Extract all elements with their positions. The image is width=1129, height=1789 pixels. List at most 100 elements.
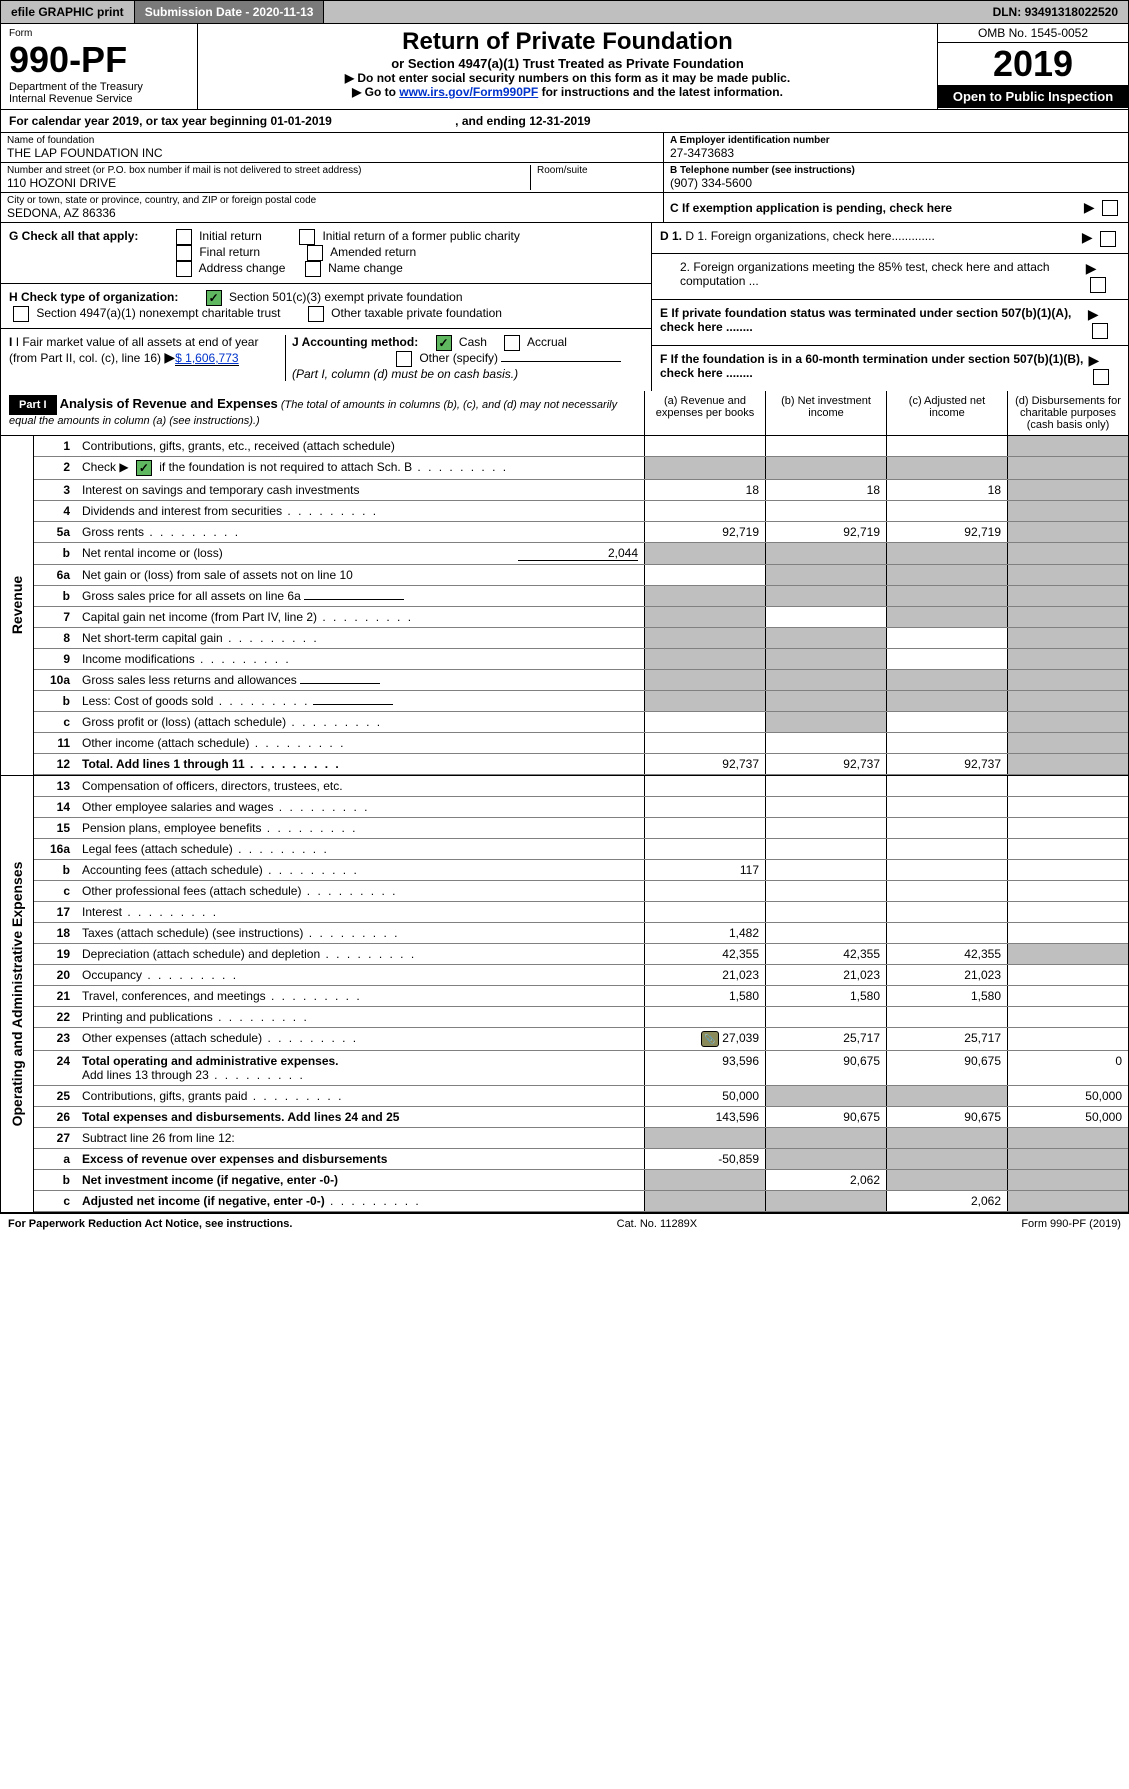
- table-row: 25Contributions, gifts, grants paid50,00…: [34, 1085, 1128, 1106]
- street-address: 110 HOZONI DRIVE: [7, 176, 530, 190]
- irs-link[interactable]: www.irs.gov/Form990PF: [399, 85, 538, 99]
- col-b: (b) Net investment income: [765, 391, 886, 435]
- table-row: 12Total. Add lines 1 through 1192,73792,…: [34, 753, 1128, 774]
- g-final-return[interactable]: [176, 245, 192, 261]
- table-row: 23Other expenses (attach schedule)📎 27,0…: [34, 1027, 1128, 1050]
- top-bar: efile GRAPHIC print Submission Date - 20…: [0, 0, 1129, 24]
- form-number: 990-PF: [9, 39, 189, 81]
- j-other[interactable]: [396, 351, 412, 367]
- table-row: 21Travel, conferences, and meetings1,580…: [34, 985, 1128, 1006]
- instr-2: ▶ Go to www.irs.gov/Form990PF for instru…: [206, 85, 929, 99]
- efile-print-button[interactable]: efile GRAPHIC print: [1, 1, 135, 23]
- g-row: G Check all that apply: Initial return I…: [1, 223, 651, 284]
- table-row: 9Income modifications: [34, 648, 1128, 669]
- form-header: Form 990-PF Department of the Treasury I…: [0, 24, 1129, 110]
- g-initial-return[interactable]: [176, 229, 192, 245]
- table-row: 26Total expenses and disbursements. Add …: [34, 1106, 1128, 1127]
- table-row: 15Pension plans, employee benefits: [34, 817, 1128, 838]
- table-row: 18Taxes (attach schedule) (see instructi…: [34, 922, 1128, 943]
- j-note: (Part I, column (d) must be on cash basi…: [292, 367, 518, 381]
- table-row: 3Interest on savings and temporary cash …: [34, 479, 1128, 500]
- table-row: 10aGross sales less returns and allowanc…: [34, 669, 1128, 690]
- part1-tag: Part I: [9, 395, 57, 415]
- f-checkbox[interactable]: [1093, 369, 1109, 385]
- table-row: 4Dividends and interest from securities: [34, 500, 1128, 521]
- j-accrual[interactable]: [504, 335, 520, 351]
- phone-label: B Telephone number (see instructions): [670, 165, 1122, 176]
- cat-no: Cat. No. 11289X: [617, 1218, 698, 1230]
- g-address-change[interactable]: [176, 261, 192, 277]
- h-row: H Check type of organization: Section 50…: [1, 284, 651, 329]
- col-a: (a) Revenue and expenses per books: [644, 391, 765, 435]
- ein-value: 27-3473683: [670, 146, 1122, 160]
- table-row: 20Occupancy21,02321,02321,023: [34, 964, 1128, 985]
- table-row: 6aNet gain or (loss) from sale of assets…: [34, 564, 1128, 585]
- table-row: bNet rental income or (loss)2,044: [34, 542, 1128, 564]
- calendar-year-row: For calendar year 2019, or tax year begi…: [0, 110, 1129, 133]
- e-checkbox[interactable]: [1092, 323, 1108, 339]
- h-501c3[interactable]: [206, 290, 222, 306]
- form-title: Return of Private Foundation: [206, 28, 929, 56]
- table-row: cAdjusted net income (if negative, enter…: [34, 1190, 1128, 1211]
- name-label: Name of foundation: [7, 135, 657, 146]
- phone-value: (907) 334-5600: [670, 176, 1122, 190]
- expenses-table: 13Compensation of officers, directors, t…: [34, 776, 1128, 1212]
- open-public: Open to Public Inspection: [938, 85, 1128, 108]
- form-word: Form: [9, 28, 189, 39]
- table-row: 11Other income (attach schedule): [34, 732, 1128, 753]
- g-amended[interactable]: [307, 245, 323, 261]
- table-row: 24Total operating and administrative exp…: [34, 1050, 1128, 1085]
- table-row: 19Depreciation (attach schedule) and dep…: [34, 943, 1128, 964]
- h-other-tax[interactable]: [308, 306, 324, 322]
- revenue-table: 1Contributions, gifts, grants, etc., rec…: [34, 436, 1128, 775]
- g-initial-public[interactable]: [299, 229, 315, 245]
- col-d: (d) Disbursements for charitable purpose…: [1007, 391, 1128, 435]
- table-row: 22Printing and publications: [34, 1006, 1128, 1027]
- table-row: 14Other employee salaries and wages: [34, 796, 1128, 817]
- h-4947[interactable]: [13, 306, 29, 322]
- city-value: SEDONA, AZ 86336: [7, 206, 657, 220]
- room-label: Room/suite: [537, 165, 657, 176]
- c-checkbox[interactable]: [1102, 200, 1118, 216]
- d2-checkbox[interactable]: [1090, 277, 1106, 293]
- submission-date: Submission Date - 2020-11-13: [135, 1, 325, 23]
- schb-checkbox[interactable]: [136, 460, 152, 476]
- form-ref: Form 990-PF (2019): [1021, 1218, 1121, 1230]
- topbar-spacer: [324, 1, 982, 23]
- j-cash[interactable]: [436, 335, 452, 351]
- table-row: 2Check ▶ if the foundation is not requir…: [34, 456, 1128, 479]
- tax-year: 2019: [938, 43, 1128, 85]
- table-row: 13Compensation of officers, directors, t…: [34, 776, 1128, 797]
- table-row: 5aGross rents92,71992,71992,719: [34, 521, 1128, 542]
- foundation-name: THE LAP FOUNDATION INC: [7, 146, 657, 160]
- part1-header-row: Part I Analysis of Revenue and Expenses …: [0, 391, 1129, 436]
- table-row: bAccounting fees (attach schedule)117: [34, 859, 1128, 880]
- table-row: cGross profit or (loss) (attach schedule…: [34, 711, 1128, 732]
- ein-label: A Employer identification number: [670, 135, 1122, 146]
- table-row: 27Subtract line 26 from line 12:: [34, 1127, 1128, 1148]
- omb-number: OMB No. 1545-0052: [938, 24, 1128, 43]
- g-name-change[interactable]: [305, 261, 321, 277]
- table-row: bGross sales price for all assets on lin…: [34, 585, 1128, 606]
- table-row: 17Interest: [34, 901, 1128, 922]
- fmv-value: $ 1,606,773: [175, 351, 238, 366]
- city-label: City or town, state or province, country…: [7, 195, 657, 206]
- table-row: 1Contributions, gifts, grants, etc., rec…: [34, 436, 1128, 457]
- expenses-side-label: Operating and Administrative Expenses: [1, 776, 34, 1212]
- revenue-side-label: Revenue: [1, 436, 34, 775]
- table-row: 7Capital gain net income (from Part IV, …: [34, 606, 1128, 627]
- ij-row: I I Fair market value of all assets at e…: [1, 329, 651, 387]
- schedule-icon[interactable]: 📎: [701, 1031, 719, 1047]
- paperwork-notice: For Paperwork Reduction Act Notice, see …: [8, 1218, 292, 1230]
- dept-treasury: Department of the Treasury Internal Reve…: [9, 81, 189, 105]
- d1-checkbox[interactable]: [1100, 231, 1116, 247]
- addr-label: Number and street (or P.O. box number if…: [7, 165, 530, 176]
- table-row: bNet investment income (if negative, ent…: [34, 1169, 1128, 1190]
- table-row: bLess: Cost of goods sold: [34, 690, 1128, 711]
- table-row: 8Net short-term capital gain: [34, 627, 1128, 648]
- table-row: 16aLegal fees (attach schedule): [34, 838, 1128, 859]
- dln: DLN: 93491318022520: [983, 1, 1128, 23]
- c-label: C If exemption application is pending, c…: [670, 201, 952, 215]
- table-row: cOther professional fees (attach schedul…: [34, 880, 1128, 901]
- footer: For Paperwork Reduction Act Notice, see …: [0, 1213, 1129, 1234]
